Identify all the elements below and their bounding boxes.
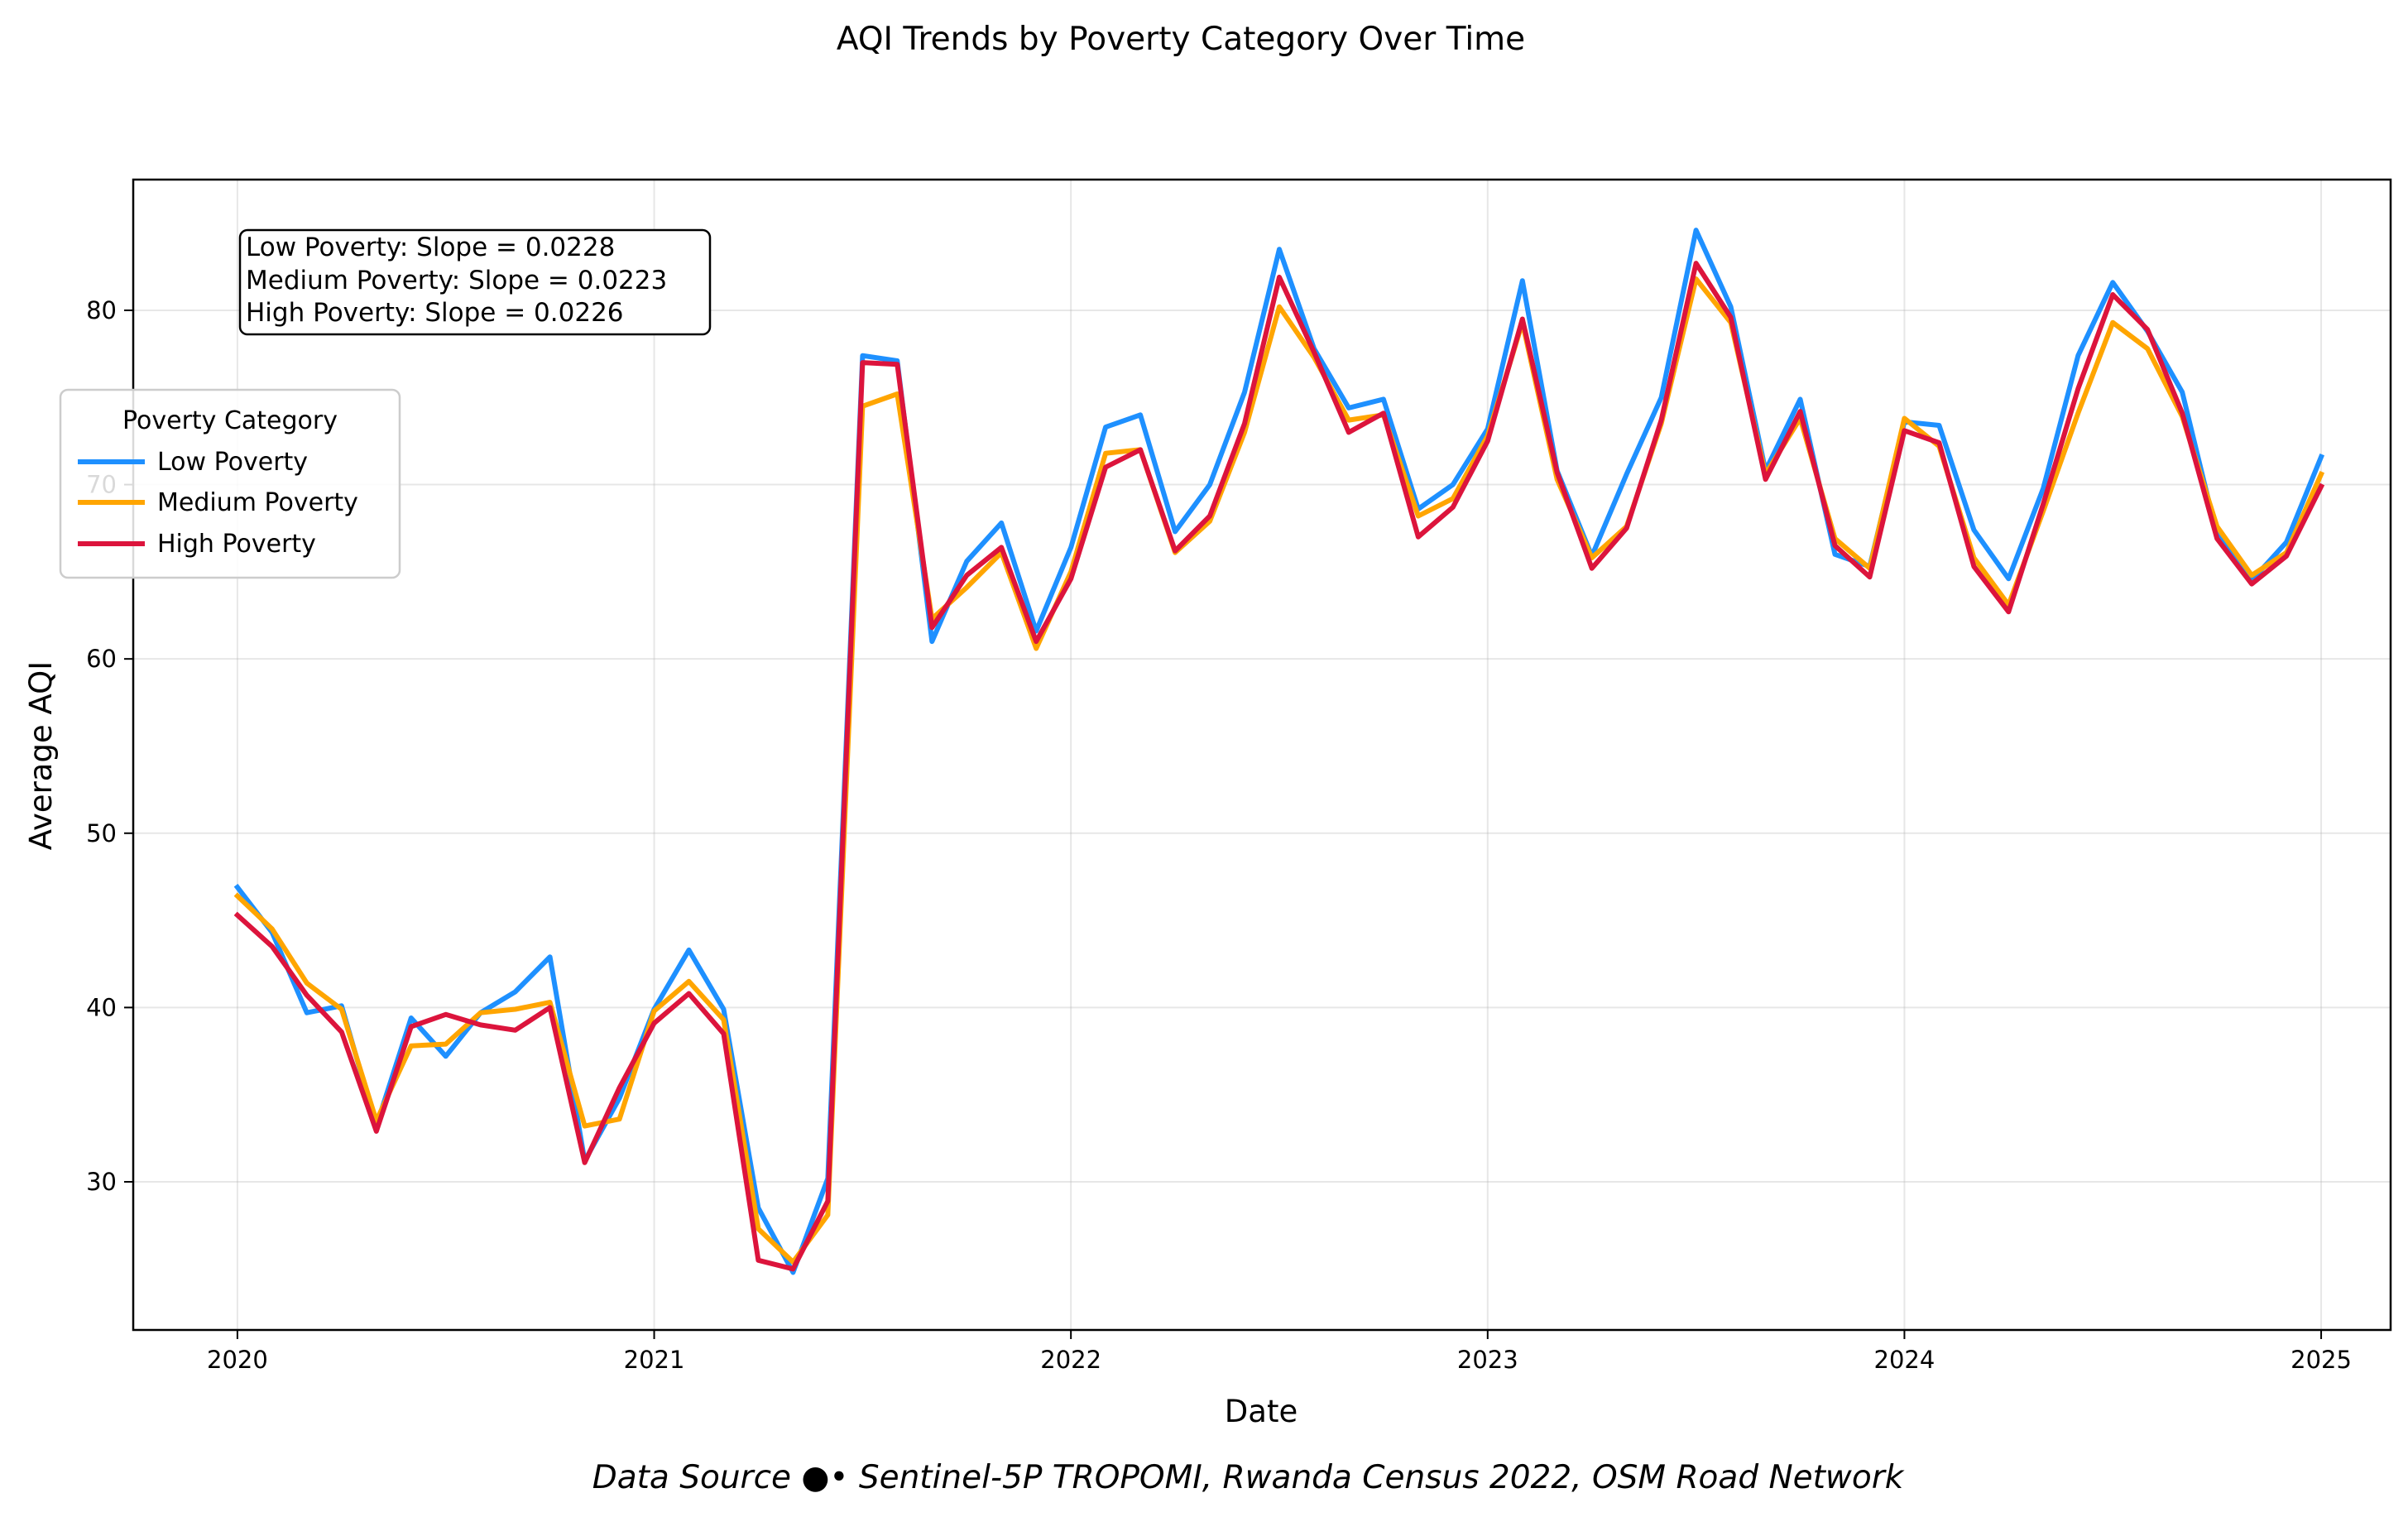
series-line-low-poverty bbox=[233, 228, 2325, 1275]
slope-annotation: Low Poverty: Slope = 0.0228 Medium Pover… bbox=[238, 228, 712, 336]
annotation-line-low: Low Poverty: Slope = 0.0228 bbox=[246, 233, 615, 262]
annotation-line-medium: Medium Poverty: Slope = 0.0223 bbox=[246, 266, 667, 295]
legend-box bbox=[59, 388, 401, 579]
legend-label-medium-poverty: Medium Poverty bbox=[157, 488, 358, 517]
y-tick-label: 60 bbox=[86, 645, 117, 673]
chart-title: AQI Trends by Poverty Category Over Time bbox=[837, 21, 1525, 58]
annotation-box bbox=[238, 228, 712, 336]
y-tick-label: 50 bbox=[86, 819, 117, 847]
x-tick-label: 2025 bbox=[2290, 1346, 2352, 1374]
axis-ticks: 202020212022202320242025304050607080 bbox=[86, 296, 2352, 1374]
x-tick-label: 2021 bbox=[624, 1346, 685, 1374]
annotation-line-high: High Poverty: Slope = 0.0226 bbox=[246, 298, 624, 328]
x-tick-label: 2024 bbox=[1874, 1346, 1936, 1374]
series-line-medium-poverty bbox=[233, 276, 2325, 1265]
y-tick-label: 30 bbox=[86, 1168, 117, 1196]
plot-frame bbox=[132, 178, 2392, 1332]
x-tick-label: 2022 bbox=[1040, 1346, 1101, 1374]
series-line-high-poverty bbox=[233, 261, 2325, 1272]
y-axis-label: Average AQI bbox=[23, 661, 59, 850]
data-source-note: Data Source ●• Sentinel-5P TROPOMI, Rwan… bbox=[592, 1459, 1905, 1496]
legend-label-high-poverty: High Poverty bbox=[157, 530, 316, 559]
x-tick-label: 2023 bbox=[1457, 1346, 1518, 1374]
y-tick-label: 40 bbox=[86, 993, 117, 1021]
legend: Poverty Category Low Poverty Medium Pove… bbox=[59, 388, 401, 579]
legend-label-low-poverty: Low Poverty bbox=[157, 448, 308, 477]
series-lines bbox=[233, 228, 2325, 1275]
legend-title: Poverty Category bbox=[122, 406, 338, 435]
x-axis-label: Date bbox=[1225, 1394, 1298, 1429]
x-tick-label: 2020 bbox=[207, 1346, 268, 1374]
y-tick-label: 80 bbox=[86, 296, 117, 324]
